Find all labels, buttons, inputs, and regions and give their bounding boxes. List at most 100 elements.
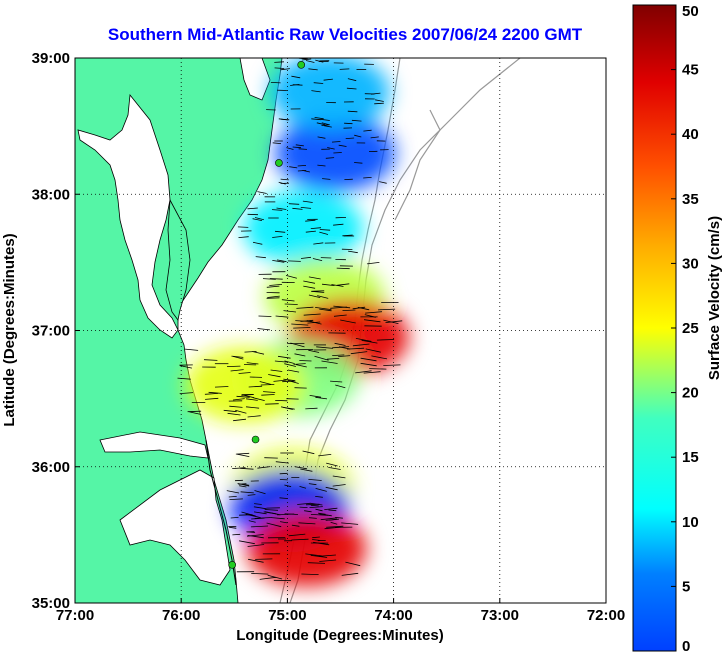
radar-site-marker: [275, 159, 283, 167]
velocity-vector: [180, 365, 192, 369]
velocity-vector: [369, 368, 387, 370]
velocity-vector: [247, 535, 264, 539]
velocity-vector: [361, 339, 378, 344]
velocity-vector: [321, 360, 338, 364]
delmarva-peninsula: [165, 198, 191, 321]
velocity-vector: [203, 359, 218, 361]
velocity-vector: [266, 297, 280, 299]
velocity-vector: [308, 479, 322, 481]
velocity-vector: [236, 395, 250, 398]
velocity-vector: [255, 256, 266, 259]
velocity-vector: [283, 310, 297, 313]
velocity-vector: [228, 496, 237, 498]
velocity-vector: [312, 258, 323, 261]
velocity-vector: [308, 483, 317, 486]
velocity-vector: [300, 207, 312, 209]
velocity-vector: [274, 360, 287, 363]
velocity-vector: [252, 218, 263, 221]
velocity-vector: [326, 462, 338, 467]
velocity-vector: [239, 540, 255, 545]
velocity-vector: [320, 118, 330, 121]
velocity-vector: [274, 67, 285, 69]
velocity-vector: [238, 236, 249, 238]
velocity-vector: [271, 517, 285, 520]
colorbar: 0 5 10 15 20 25 30 35 40 45 50 Surface Velocity (c…: [632, 3, 723, 655]
colorbar-fill: [632, 4, 677, 652]
velocity-vector: [288, 203, 300, 205]
velocity-vector: [266, 285, 280, 288]
velocity-vector: [301, 58, 312, 61]
velocity-vector: [273, 379, 287, 382]
x-tick-label: 73:00: [481, 607, 519, 624]
velocity-vector: [298, 148, 308, 150]
velocity-vector: [342, 309, 356, 311]
colorbar-tick-label: 50: [682, 3, 699, 20]
velocity-vector: [247, 207, 258, 210]
x-tick-label: 77:00: [56, 607, 94, 624]
velocity-vector: [272, 142, 282, 144]
velocity-vector: [346, 87, 357, 90]
velocity-vector: [184, 348, 199, 351]
velocity-vector: [352, 343, 370, 347]
velocity-vector: [310, 227, 322, 229]
velocity-vector: [341, 572, 359, 576]
velocity-vector: [226, 490, 240, 494]
velocity-vector: [257, 191, 267, 194]
velocity-region: [275, 115, 396, 192]
velocity-vector: [214, 386, 229, 388]
velocity-vector: [254, 517, 272, 519]
velocity-vector: [360, 357, 377, 362]
velocity-vector: [292, 207, 303, 210]
colorbar-tick-label: 10: [682, 514, 699, 531]
velocity-vector: [255, 558, 273, 560]
velocity-vector: [274, 230, 286, 233]
velocity-vector: [293, 327, 311, 329]
velocity-vector: [298, 522, 316, 525]
velocity-vector: [319, 231, 329, 235]
velocity-vector: [319, 559, 337, 562]
velocity-vector: [240, 491, 254, 494]
velocity-field: [177, 58, 409, 587]
velocity-vector: [303, 313, 321, 316]
velocity-vector: [295, 320, 313, 322]
velocity-vector: [251, 573, 269, 575]
colorbar-tick-label: 0: [682, 638, 690, 655]
velocity-vector: [319, 229, 331, 231]
velocity-vector: [322, 178, 331, 180]
velocity-region: [246, 510, 367, 587]
velocity-vector: [377, 308, 396, 311]
velocity-vector: [279, 472, 288, 475]
velocity-vector: [315, 396, 328, 400]
velocity-vector: [301, 573, 319, 575]
velocity-vector: [189, 411, 202, 415]
velocity-vector: [316, 346, 334, 349]
velocity-vector: [305, 219, 316, 222]
velocity-vector: [336, 267, 350, 270]
velocity-vector: [329, 518, 338, 521]
velocity-vector: [355, 338, 372, 342]
velocity-vector: [232, 398, 245, 401]
velocity-vector: [333, 152, 342, 154]
velocity-vector: [323, 78, 333, 81]
velocity-vector: [309, 506, 323, 508]
velocity-vector: [297, 502, 311, 505]
velocity-vector: [338, 355, 351, 357]
velocity-vector: [284, 484, 292, 488]
velocity-vector: [302, 200, 313, 203]
velocity-vector: [326, 525, 344, 528]
velocity-vector: [321, 122, 329, 125]
velocity-vector: [239, 485, 247, 488]
velocity-vector: [347, 110, 358, 113]
velocity-vector: [324, 507, 338, 510]
velocity-vector: [365, 311, 383, 314]
velocity-vector: [232, 356, 244, 360]
velocity-vector: [265, 403, 279, 405]
velocity-vector: [299, 360, 312, 362]
velocity-vector: [287, 380, 299, 384]
velocity-vector: [277, 355, 291, 359]
velocity-vector: [383, 364, 401, 366]
velocity-vector: [293, 363, 306, 365]
velocity-vector: [257, 466, 271, 469]
velocity-vector: [319, 513, 332, 517]
velocity-vector: [330, 306, 348, 309]
